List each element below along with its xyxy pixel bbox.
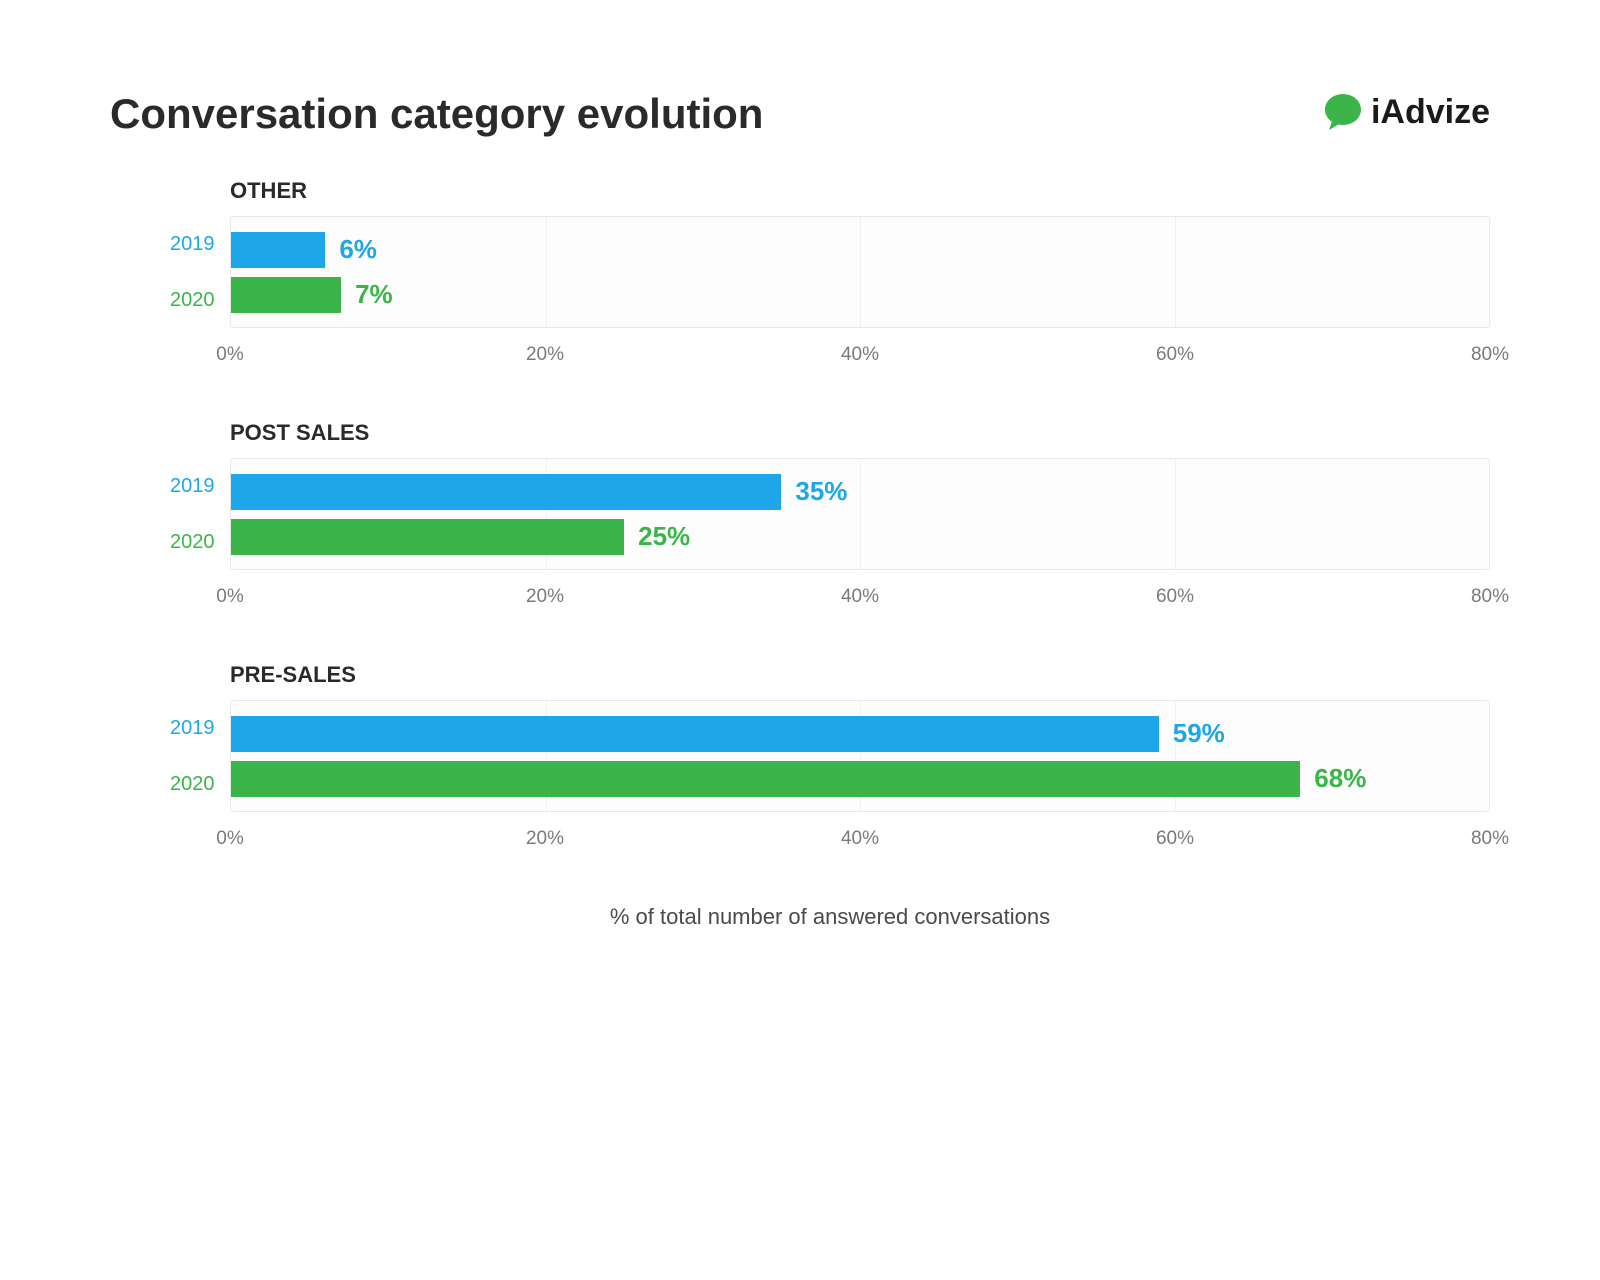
bar-row: 7% (231, 277, 1489, 313)
bar-value-label: 59% (1173, 718, 1225, 749)
x-tick-label: 40% (841, 828, 879, 850)
y-axis-label: 2019 (170, 233, 212, 256)
chart-row: 2019 2020 59% 68% (170, 700, 1490, 812)
x-tick-label: 80% (1471, 344, 1509, 366)
x-axis: 0%20%40%60%80% (230, 586, 1490, 612)
x-axis: 0%20%40%60%80% (230, 828, 1490, 854)
bar (231, 519, 624, 555)
speech-bubble-icon (1321, 90, 1365, 134)
y-axis-labels: 2019 2020 (170, 458, 230, 570)
header: Conversation category evolution iAdvize (110, 90, 1490, 138)
bar-row: 6% (231, 232, 1489, 268)
chart-panel: OTHER201920206%7%0%20%40%60%80% (170, 178, 1490, 370)
bar (231, 277, 341, 313)
y-axis-label: 2019 (170, 717, 212, 740)
x-tick-label: 60% (1156, 586, 1194, 608)
y-axis-label: 2020 (170, 773, 212, 796)
bars-container: 59% 68% (231, 701, 1489, 811)
x-tick-label: 80% (1471, 586, 1509, 608)
bar (231, 716, 1159, 752)
brand-logo: iAdvize (1321, 90, 1490, 134)
page-title: Conversation category evolution (110, 90, 763, 138)
bar (231, 761, 1300, 797)
x-tick-label: 0% (216, 828, 243, 850)
x-tick-label: 60% (1156, 344, 1194, 366)
y-axis-labels: 2019 2020 (170, 216, 230, 328)
bar-value-label: 6% (339, 234, 377, 265)
panel-title: PRE-SALES (230, 662, 1490, 688)
bar-row: 59% (231, 716, 1489, 752)
x-tick-label: 20% (526, 344, 564, 366)
plot-area: 35% 25% (230, 458, 1490, 570)
chart-row: 201920206%7% (170, 216, 1490, 328)
x-tick-label: 60% (1156, 828, 1194, 850)
y-axis-label: 2020 (170, 289, 212, 312)
chart-panel: PRE-SALES2019202059%68%0%20%40%60%80% (170, 662, 1490, 854)
chart-row: 2019 2020 35% 25% (170, 458, 1490, 570)
y-axis-label: 2019 (170, 475, 212, 498)
chart-card: Conversation category evolution iAdvize … (40, 40, 1560, 1240)
bar-row: 25% (231, 519, 1489, 555)
bar-value-label: 35% (795, 476, 847, 507)
x-tick-label: 40% (841, 344, 879, 366)
panel-title: POST SALES (230, 420, 1490, 446)
bar (231, 474, 781, 510)
x-axis: 0%20%40%60%80% (230, 344, 1490, 370)
x-tick-label: 20% (526, 586, 564, 608)
plot-area: 59% 68% (230, 700, 1490, 812)
chart-panels: OTHER201920206%7%0%20%40%60%80%POST SALE… (170, 178, 1490, 854)
x-tick-label: 20% (526, 828, 564, 850)
x-tick-label: 40% (841, 586, 879, 608)
bar-row: 68% (231, 761, 1489, 797)
x-tick-label: 0% (216, 586, 243, 608)
plot-area: 6%7% (230, 216, 1490, 328)
bar-value-label: 25% (638, 521, 690, 552)
x-axis-caption: % of total number of answered conversati… (170, 904, 1490, 930)
y-axis-label: 2020 (170, 531, 212, 554)
bars-container: 35% 25% (231, 459, 1489, 569)
bar (231, 232, 325, 268)
panel-title: OTHER (230, 178, 1490, 204)
brand-name: iAdvize (1371, 93, 1490, 132)
chart-panel: POST SALES2019202035%25%0%20%40%60%80% (170, 420, 1490, 612)
y-axis-labels: 2019 2020 (170, 700, 230, 812)
bar-value-label: 68% (1314, 763, 1366, 794)
bar-row: 35% (231, 474, 1489, 510)
x-tick-label: 80% (1471, 828, 1509, 850)
x-tick-label: 0% (216, 344, 243, 366)
bar-value-label: 7% (355, 279, 393, 310)
bars-container: 6%7% (231, 217, 1489, 327)
